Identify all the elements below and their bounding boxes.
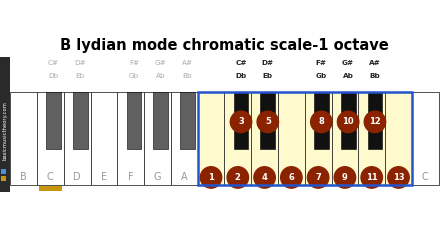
Text: G#: G# [342, 60, 354, 66]
Bar [224, 92, 251, 185]
Text: D#: D# [262, 60, 274, 66]
Text: D: D [73, 172, 81, 182]
Text: Gb: Gb [129, 73, 139, 79]
Bar [127, 92, 141, 149]
Circle shape [388, 167, 409, 188]
Bar [180, 92, 195, 149]
Bar [0, 57, 10, 192]
Text: 13: 13 [392, 173, 404, 182]
Text: 2: 2 [235, 173, 241, 182]
Text: Db: Db [48, 73, 59, 79]
Text: C#: C# [48, 60, 59, 66]
Text: 10: 10 [342, 117, 354, 126]
Bar [385, 92, 412, 185]
Bar [251, 92, 278, 185]
Text: G#: G# [155, 60, 167, 66]
Text: 8: 8 [319, 117, 324, 126]
Bar [1, 169, 6, 174]
Circle shape [364, 111, 385, 133]
Circle shape [334, 167, 356, 188]
Text: 6: 6 [289, 173, 294, 182]
Bar [37, 92, 64, 185]
Bar [341, 92, 356, 149]
Text: A#: A# [369, 60, 381, 66]
Text: C: C [47, 172, 54, 182]
Text: F#: F# [316, 60, 327, 66]
Bar [91, 92, 117, 185]
Text: Bb: Bb [183, 73, 192, 79]
Text: B lydian mode chromatic scale-1 octave: B lydian mode chromatic scale-1 octave [60, 38, 389, 53]
Bar [171, 92, 198, 185]
Bar [314, 92, 329, 149]
Text: 12: 12 [369, 117, 381, 126]
Bar [117, 92, 144, 185]
Text: Db: Db [235, 73, 247, 79]
Text: B: B [20, 172, 27, 182]
Bar [153, 92, 168, 149]
Text: E: E [101, 172, 107, 182]
Circle shape [308, 167, 329, 188]
Text: Gb: Gb [316, 73, 327, 79]
Bar [331, 92, 358, 185]
Circle shape [337, 111, 359, 133]
Text: F#: F# [129, 60, 139, 66]
Bar [46, 92, 61, 149]
Bar [64, 92, 91, 185]
Text: Ab: Ab [343, 73, 354, 79]
Text: Eb: Eb [76, 73, 85, 79]
Text: Eb: Eb [263, 73, 273, 79]
Circle shape [227, 167, 249, 188]
Text: C: C [422, 172, 429, 182]
Bar [10, 92, 37, 185]
Bar [234, 92, 249, 149]
Text: C#: C# [235, 60, 247, 66]
Circle shape [257, 111, 279, 133]
Text: 3: 3 [238, 117, 244, 126]
Text: basicmusictheory.com: basicmusictheory.com [3, 101, 7, 160]
Text: 1: 1 [208, 173, 214, 182]
Circle shape [281, 167, 302, 188]
Bar [198, 92, 412, 185]
Text: A: A [181, 172, 187, 182]
Text: A#: A# [182, 60, 193, 66]
Circle shape [230, 111, 252, 133]
Bar [367, 92, 382, 149]
Bar [1, 176, 6, 181]
Bar [198, 92, 224, 185]
Text: G: G [154, 172, 161, 182]
Bar [260, 92, 275, 149]
Bar [144, 92, 171, 185]
Text: 4: 4 [262, 173, 268, 182]
Bar [412, 92, 439, 185]
Circle shape [311, 111, 332, 133]
Circle shape [361, 167, 382, 188]
Bar [39, 186, 62, 191]
Circle shape [254, 167, 275, 188]
Text: F: F [128, 172, 133, 182]
Text: 5: 5 [265, 117, 271, 126]
Bar [198, 92, 412, 185]
Bar [305, 92, 331, 185]
Bar [73, 92, 88, 149]
Circle shape [200, 167, 222, 188]
Text: Bb: Bb [370, 73, 380, 79]
Bar [278, 92, 305, 185]
Text: Ab: Ab [156, 73, 165, 79]
Bar [358, 92, 385, 185]
Text: D#: D# [74, 60, 86, 66]
Text: 7: 7 [315, 173, 321, 182]
Text: 11: 11 [366, 173, 378, 182]
Text: 9: 9 [342, 173, 348, 182]
